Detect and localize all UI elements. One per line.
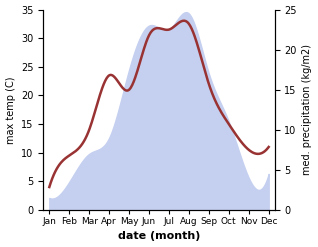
X-axis label: date (month): date (month): [118, 231, 200, 242]
Y-axis label: med. precipitation (kg/m2): med. precipitation (kg/m2): [302, 44, 313, 175]
Y-axis label: max temp (C): max temp (C): [5, 76, 16, 144]
